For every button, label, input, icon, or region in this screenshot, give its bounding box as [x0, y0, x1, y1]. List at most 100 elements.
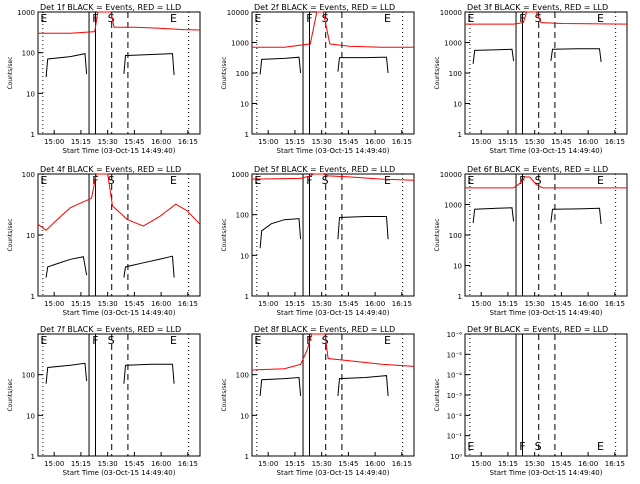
- x-tick-label: 15:45: [124, 300, 144, 308]
- x-tick-label: 16:00: [365, 138, 385, 146]
- plot-frame: [251, 173, 415, 297]
- y-tick-label: 10⁰: [450, 453, 462, 461]
- y-tick-label: 10: [26, 90, 35, 98]
- x-tick-label: 16:15: [178, 138, 198, 146]
- x-tick-label: 15:00: [44, 460, 64, 468]
- event-marker: S: [322, 334, 329, 347]
- panel-title: Det 9f BLACK = Events, RED = LLD: [467, 325, 608, 334]
- event-marker: E: [597, 174, 604, 187]
- lld-series-line: [251, 173, 415, 181]
- y-tick-label: 100: [22, 171, 35, 179]
- y-tick-label: 100: [449, 70, 462, 78]
- event-marker: F: [306, 334, 312, 347]
- y-tick-label: 1000: [231, 171, 249, 179]
- event-marker: S: [322, 174, 329, 187]
- event-marker: S: [108, 12, 115, 25]
- x-tick-label: 15:45: [551, 460, 571, 468]
- event-marker: E: [467, 12, 474, 25]
- y-axis-label: Counts/sec: [434, 218, 441, 251]
- y-tick-label: 10⁻³: [447, 392, 463, 400]
- y-tick-label: 10⁻⁶: [447, 331, 463, 339]
- plot-frame: [251, 11, 415, 135]
- x-tick-label: 15:30: [312, 138, 332, 146]
- y-tick-label: 1000: [17, 9, 35, 17]
- x-axis-label: Start Time (03-Oct-15 14:49:40): [63, 309, 176, 317]
- y-axis-label: Counts/sec: [221, 378, 228, 411]
- x-tick-label: 15:45: [338, 138, 358, 146]
- event-marker: E: [467, 440, 474, 453]
- event-marker: F: [306, 12, 312, 25]
- plot-frame: [464, 11, 628, 135]
- events-series-line: [45, 362, 88, 384]
- event-marker: E: [384, 12, 391, 25]
- x-tick-label: 15:00: [471, 460, 491, 468]
- x-axis-label: Start Time (03-Oct-15 14:49:40): [490, 469, 603, 477]
- plot-frame: [37, 333, 201, 457]
- x-tick-label: 16:00: [578, 300, 598, 308]
- x-tick-label: 16:15: [392, 138, 412, 146]
- y-tick-label: 10000: [440, 171, 462, 179]
- event-marker: E: [384, 334, 391, 347]
- x-tick-label: 15:15: [71, 138, 91, 146]
- x-tick-label: 15:00: [258, 460, 278, 468]
- event-marker: E: [40, 334, 47, 347]
- plot-frame: [464, 333, 628, 457]
- panel-title: Det 7f BLACK = Events, RED = LLD: [40, 325, 181, 334]
- y-tick-label: 10000: [440, 9, 462, 17]
- events-series-line: [259, 218, 302, 249]
- panel-title: Det 8f BLACK = Events, RED = LLD: [254, 325, 395, 334]
- y-tick-label: 1: [458, 131, 462, 139]
- events-series-line: [550, 207, 602, 225]
- lld-series-line: [465, 11, 628, 25]
- x-axis-label: Start Time (03-Oct-15 14:49:40): [277, 309, 390, 317]
- events-series-line: [472, 48, 515, 64]
- x-axis-label: Start Time (03-Oct-15 14:49:40): [490, 147, 603, 155]
- plot-frame: [37, 11, 201, 135]
- panel-det-9: Det 9f BLACK = Events, RED = LLD E F S E 10⁰ 1…: [434, 325, 628, 477]
- y-axis-label: Counts/sec: [7, 56, 14, 89]
- event-marker: S: [322, 12, 329, 25]
- event-marker: F: [519, 12, 525, 25]
- x-tick-label: 15:30: [525, 138, 545, 146]
- x-tick-label: 15:45: [124, 460, 144, 468]
- plot-frame: [251, 333, 415, 457]
- panel-title: Det 3f BLACK = Events, RED = LLD: [467, 3, 608, 12]
- events-series-line: [123, 53, 175, 76]
- y-tick-label: 10000: [227, 9, 249, 17]
- y-tick-label: 1: [31, 453, 35, 461]
- x-tick-label: 16:15: [605, 138, 625, 146]
- x-tick-label: 15:45: [551, 300, 571, 308]
- panel-title: Det 1f BLACK = Events, RED = LLD: [40, 3, 181, 12]
- event-marker: F: [519, 440, 525, 453]
- x-axis-label: Start Time (03-Oct-15 14:49:40): [490, 309, 603, 317]
- lld-series-line: [465, 176, 627, 189]
- event-marker: E: [170, 12, 177, 25]
- y-tick-label: 1: [31, 131, 35, 139]
- y-tick-label: 1: [31, 293, 35, 301]
- event-marker: E: [40, 12, 47, 25]
- events-series-line: [337, 216, 389, 240]
- events-series-line: [259, 56, 302, 75]
- y-tick-label: 10: [26, 232, 35, 240]
- y-tick-label: 100: [236, 372, 249, 380]
- y-tick-label: 10⁻⁴: [447, 372, 463, 380]
- x-tick-label: 16:15: [178, 300, 198, 308]
- x-tick-label: 15:30: [98, 300, 118, 308]
- x-tick-label: 16:15: [178, 460, 198, 468]
- event-marker: E: [384, 174, 391, 187]
- x-tick-label: 15:00: [44, 300, 64, 308]
- event-marker: E: [254, 174, 261, 187]
- x-tick-label: 15:30: [98, 460, 118, 468]
- lld-series-line: [252, 11, 414, 48]
- x-tick-label: 16:00: [578, 138, 598, 146]
- x-tick-label: 16:00: [365, 460, 385, 468]
- panel-title: Det 2f BLACK = Events, RED = LLD: [254, 3, 395, 12]
- y-tick-label: 100: [22, 372, 35, 380]
- y-tick-label: 100: [236, 212, 249, 220]
